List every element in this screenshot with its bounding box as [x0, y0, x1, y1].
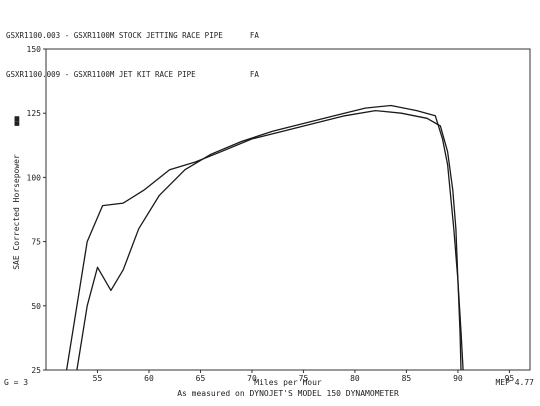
y-axis-label: SAE Corrected Horsepower: [12, 154, 21, 270]
x-axis-label: Miles per Hour: [254, 378, 322, 387]
y-tick-label: 25: [31, 366, 41, 375]
x-tick-label: 80: [350, 374, 360, 383]
x-axis-ticks: 55 60 65 70 75 80 85 90 95: [93, 370, 515, 383]
corner-left-label: G = 3: [4, 378, 28, 387]
x-tick-label: 85: [402, 374, 412, 383]
y-tick-label: 75: [31, 238, 41, 247]
x-tick-label: 65: [196, 374, 206, 383]
x-tick-label: 60: [144, 374, 154, 383]
series-line-jet-kit: [65, 109, 462, 371]
footnote: As measured on DYNOJET'S MODEL 150 DYNAM…: [177, 389, 399, 398]
series-group: [65, 104, 464, 371]
series-line-stock: [76, 104, 464, 371]
x-tick-label: 90: [453, 374, 463, 383]
y-tick-label: 100: [27, 173, 42, 182]
legend-line-jet-kit: GSXR1100.009 - GSXR1100M JET KIT RACE PI…: [6, 70, 259, 79]
y-tick-label: 150: [27, 45, 42, 54]
legend-line-stock: GSXR1100.003 - GSXR1100M STOCK JETTING R…: [6, 31, 259, 40]
x-tick-label: 55: [93, 374, 103, 383]
y-axis-ticks: 25 50 75 100 125 150: [27, 45, 46, 375]
x-tick-label: 95: [505, 374, 515, 383]
x-tick-label: 70: [247, 374, 257, 383]
y-tick-label: 125: [27, 109, 42, 118]
plot-frame: [45, 48, 531, 371]
corner-right-label: MEP 4.77: [495, 378, 534, 387]
y-axis-marker: ■■: [12, 116, 21, 126]
x-tick-label: 75: [299, 374, 309, 383]
y-tick-label: 50: [31, 302, 41, 311]
legend: GSXR1100.003 - GSXR1100M STOCK JETTING R…: [6, 3, 259, 94]
